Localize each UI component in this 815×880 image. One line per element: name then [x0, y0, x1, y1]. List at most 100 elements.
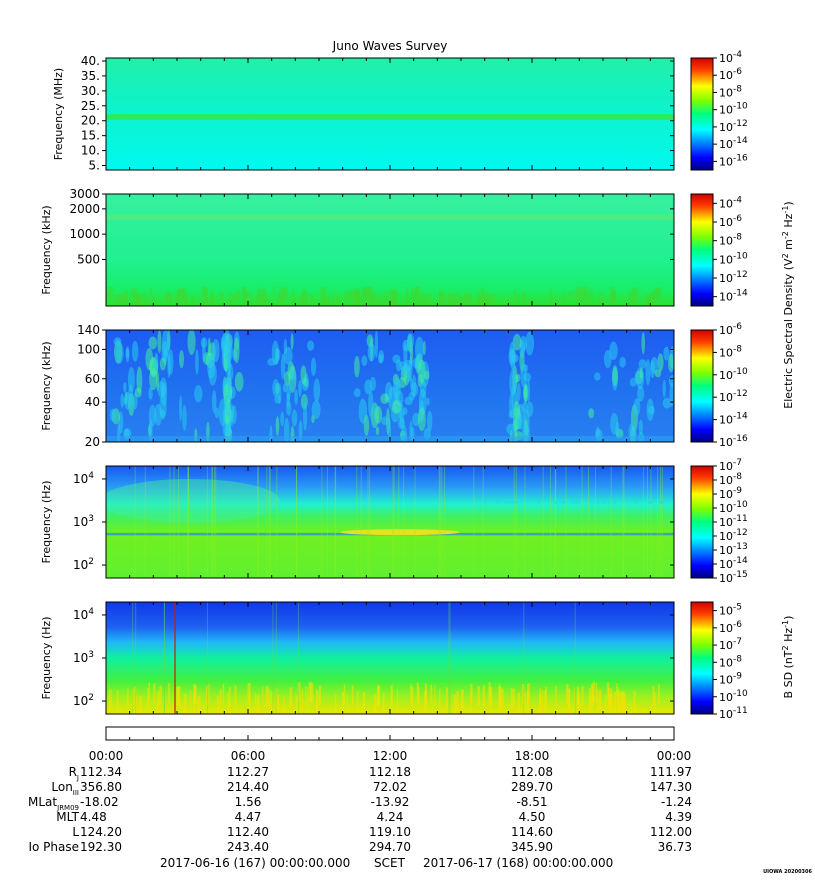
ephemeris-value: 4.47 [235, 810, 262, 824]
ephemeris-value: 4.39 [665, 810, 692, 824]
b-label-post: ) [782, 616, 795, 620]
spectrogram-panel-3: 140 100 60 40 20 Frequency (kHz) [40, 323, 675, 449]
footer-scet: SCET [374, 856, 406, 870]
panel-ylabel-3: Frequency (kHz) [40, 341, 53, 430]
ytick-label: 3000 [69, 187, 100, 201]
ephemeris-value: -8.51 [516, 795, 547, 809]
ytick-label: 30. [81, 84, 100, 98]
b-label-sup1: 2 [781, 645, 790, 650]
colorbar-tick-label: 10-14 [719, 289, 748, 304]
colorbar-tick-label: 10-10 [719, 689, 748, 704]
colorbar-tick-label: 10-6 [719, 214, 742, 229]
colorbar-tick-label: 10-8 [719, 654, 742, 669]
ytick-label: 25. [81, 99, 100, 113]
ytick-label: 103 [73, 650, 94, 665]
ephemeris-value: 243.40 [227, 840, 269, 854]
colorbar-tick-label: 10-8 [719, 84, 742, 99]
colorbar-tick-label: 10-16 [719, 434, 748, 449]
colorbar-4: 10-710-810-910-1010-1110-1210-1310-1410-… [690, 458, 748, 585]
ephemeris-value: 356.80 [80, 780, 122, 794]
ephemeris-value: 112.18 [369, 765, 411, 779]
ephemeris-value: 214.40 [227, 780, 269, 794]
footer: 2017-06-16 (167) 00:00:00.000 SCET 2017-… [160, 856, 613, 870]
time-tick-label: 06:00 [231, 749, 266, 763]
e-label-pre: Electric Spectral Density (V [782, 258, 795, 409]
ephemeris-value: 4.48 [80, 810, 107, 824]
panel-ylabel-5: Frequency (Hz) [40, 617, 53, 700]
ephemeris-value: 124.20 [80, 825, 122, 839]
ephemeris-value: 192.30 [80, 840, 122, 854]
ephemeris-label: RJ [69, 765, 79, 782]
colorbar-tick-label: 10-7 [719, 637, 742, 652]
time-tick-label: 12:00 [373, 749, 408, 763]
ephemeris-label: L [72, 825, 79, 839]
colorbar-tick-label: 10-10 [719, 367, 748, 382]
colorbar-tick-label: 10-4 [719, 50, 742, 65]
e-label-sup1: 2 [781, 253, 790, 258]
time-axis: 00:00 06:00 12:00 18:00 00:00 [89, 726, 691, 763]
colorbar-tick-label: 10-14 [719, 136, 748, 151]
spectrogram-panel-1: 40.35.30.25.20.15.10.5. Frequency (MHz) [52, 54, 675, 173]
ytick-label: 15. [81, 129, 100, 143]
ytick-label: 2000 [69, 202, 100, 216]
colorbar-tick-label: 10-8 [719, 233, 742, 248]
colorbar-tick-label: 10-7 [719, 458, 742, 473]
spectrogram-image-2 [106, 194, 674, 306]
colorbar-tick-label: 10-4 [719, 195, 742, 210]
e-label-mid2: Hz [782, 213, 795, 231]
ytick-label: 20 [85, 435, 100, 449]
ephemeris-value: -1.24 [661, 795, 692, 809]
ephemeris-value: 147.30 [650, 780, 692, 794]
ephemeris-value: 345.90 [511, 840, 553, 854]
colorbar-tick-label: 10-10 [719, 251, 748, 266]
spectrogram-panel-5: 104 103 102 Frequency (Hz) [40, 601, 675, 715]
spectrogram-image-3 [106, 330, 674, 442]
ytick-label: 5. [89, 159, 100, 173]
footer-start-time: 2017-06-16 (167) 00:00:00.000 [160, 856, 350, 870]
svg-text:Electric Spectral Density (V2: Electric Spectral Density (V2 m-2 Hz-1) [781, 201, 796, 408]
chart-title: Juno Waves Survey [332, 39, 448, 53]
panel-ylabel-4: Frequency (Hz) [40, 481, 53, 564]
colorbar-tick-label: 10-13 [719, 542, 748, 557]
colorbar-tick-label: 10-8 [719, 472, 742, 487]
b-label-mid: Hz [782, 628, 795, 646]
ephemeris-value: 112.40 [227, 825, 269, 839]
ephemeris-value: 112.27 [227, 765, 269, 779]
ytick-label: 35. [81, 69, 100, 83]
colorbars: 10-4 10-6 10-8 10-10 10-12 10-14 10-16 10-4 10-6… [690, 50, 748, 721]
ytick-label: 104 [73, 607, 94, 622]
e-label-sup2: -2 [781, 231, 790, 239]
ytick-label: 102 [73, 557, 94, 572]
panel-ylabel-1: Frequency (MHz) [52, 68, 65, 160]
ephemeris-value: 4.24 [377, 810, 404, 824]
ytick-label: 60 [85, 372, 100, 386]
magnetic-colorbar-label: B SD (nT2 Hz-1) [781, 616, 796, 699]
ytick-label: 1000 [69, 227, 100, 241]
ephemeris-label: LonIII [51, 780, 79, 797]
colorbar-tick-label: 10-10 [719, 500, 748, 515]
spectrogram-image-1 [106, 58, 674, 170]
ephemeris-value: 114.60 [511, 825, 553, 839]
ephemeris-value: 111.97 [650, 765, 692, 779]
ytick-label: 40 [85, 395, 100, 409]
time-tick-label: 00:00 [89, 749, 124, 763]
colorbar-tick-label: 10-6 [719, 67, 742, 82]
colorbar-tick-label: 10-6 [719, 620, 742, 635]
colorbar-tick-label: 10-12 [719, 119, 748, 134]
ephemeris-value: 36.73 [658, 840, 692, 854]
e-label-post: ) [782, 201, 795, 205]
spectrogram-image-4 [106, 466, 674, 578]
colorbar-tick-label: 10-12 [719, 389, 748, 404]
ytick-label: 140 [77, 323, 100, 337]
colorbar-tick-label: 10-14 [719, 556, 748, 571]
ephemeris-label: MLT [56, 810, 79, 824]
e-label-mid: m [782, 239, 795, 253]
ytick-label: 40. [81, 54, 100, 68]
ytick-label: 102 [73, 693, 94, 708]
ephemeris-value: 112.00 [650, 825, 692, 839]
colorbar-tick-label: 10-11 [719, 706, 748, 721]
ephemeris-value: 72.02 [373, 780, 407, 794]
colorbar-tick-label: 10-5 [719, 603, 742, 618]
